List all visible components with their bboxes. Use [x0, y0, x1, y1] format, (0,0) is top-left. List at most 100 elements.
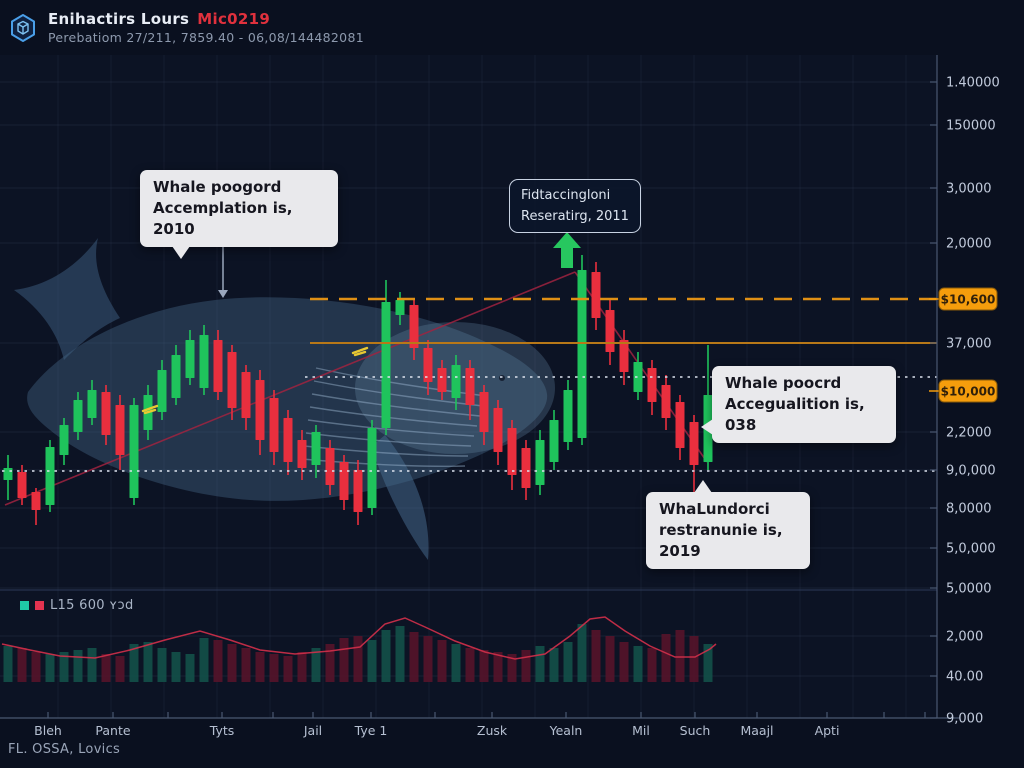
y-axis-label: 5,0000	[946, 582, 992, 597]
chart-title-badge: Mic0219	[197, 10, 271, 28]
highlight-mark	[141, 404, 159, 415]
annotation-line: Fidtaccingloni	[521, 188, 611, 203]
x-axis-label: Jail	[303, 723, 322, 738]
candle-down	[255, 380, 265, 440]
candle-down	[353, 470, 363, 512]
volume-bar	[115, 656, 125, 682]
volume-bar	[591, 630, 601, 682]
volume-bar	[297, 652, 307, 682]
candle-up	[171, 355, 181, 398]
x-axis-label: Pante	[95, 723, 130, 738]
callout-tail	[694, 480, 712, 493]
chart-title: Enihactirs Lours Mic0219	[48, 10, 364, 28]
x-axis-label: Maajl	[740, 723, 773, 738]
volume-bar	[423, 636, 433, 682]
volume-legend: L15 600 ʏɔd	[20, 598, 134, 613]
candle-down	[227, 352, 237, 408]
y-axis-label: 1.40000	[946, 76, 1000, 91]
attribution-text: FL. OSSA, Lovics	[8, 742, 121, 757]
app-logo-icon	[11, 13, 35, 42]
annotation-line: Whale poogord	[153, 178, 282, 196]
candle-down	[115, 405, 125, 455]
y-axis-label: 3,0000	[946, 182, 992, 197]
volume-down-swatch	[35, 601, 44, 610]
volume-series	[3, 624, 713, 682]
volume-bar	[185, 654, 195, 682]
candle-down	[619, 340, 629, 372]
candle-down	[101, 392, 111, 435]
candle-up	[129, 405, 139, 498]
trend-line	[4, 271, 576, 506]
candle-up	[73, 400, 83, 432]
y-axis-label: 9,0,000	[946, 464, 996, 479]
y-axis-label: 2,2000	[946, 426, 992, 441]
annotation-line: Accegualition is, 038	[725, 395, 865, 434]
y-axis-label: 8,0000	[946, 502, 992, 517]
x-axis-label: Mil	[632, 723, 650, 738]
annotation-whale-accumulation-1: Whale poogord Accemplation is, 2010	[140, 170, 338, 259]
volume-bar	[143, 642, 153, 682]
y-axis-label: 40.00	[946, 670, 983, 685]
volume-bar	[703, 644, 713, 682]
volume-bar	[73, 650, 83, 682]
volume-bar	[381, 630, 391, 682]
x-axis-label: Zusk	[477, 723, 508, 738]
price-tag-label: $10,600	[941, 293, 996, 307]
volume-bar	[549, 648, 559, 682]
volume-bar	[311, 648, 321, 682]
volume-bar	[269, 654, 279, 682]
volume-bar	[451, 644, 461, 682]
volume-bar	[395, 626, 405, 682]
x-axis-label: Tyts	[209, 723, 235, 738]
volume-bar	[353, 636, 363, 682]
volume-bar	[325, 644, 335, 682]
callout-tail	[701, 419, 713, 435]
candle-up	[563, 390, 573, 442]
arrow-up-icon	[553, 232, 581, 268]
x-axis-label: Apti	[815, 723, 840, 738]
y-axis-label: 2,000	[946, 630, 983, 645]
candle-down	[17, 472, 27, 498]
candle-down	[269, 398, 279, 452]
volume-bar	[157, 648, 167, 682]
candlestick-series	[3, 255, 713, 525]
candle-up	[311, 432, 321, 465]
volume-bar	[255, 652, 265, 682]
volume-bar	[283, 656, 293, 682]
candle-down	[675, 402, 685, 448]
volume-bar	[409, 632, 419, 682]
candle-down	[213, 340, 223, 392]
candle-up	[633, 362, 643, 392]
candle-up	[535, 440, 545, 485]
volume-bar	[479, 650, 489, 682]
candle-down	[591, 272, 601, 318]
candle-up	[381, 302, 391, 428]
candle-down	[479, 392, 489, 432]
volume-bar	[3, 646, 13, 682]
candle-down	[339, 462, 349, 500]
y-axis-label: 9,000	[946, 712, 983, 727]
x-axis-label: Yealn	[549, 723, 583, 738]
volume-bar	[661, 634, 671, 682]
x-axis-label: Tye 1	[354, 723, 388, 738]
volume-bar	[101, 654, 111, 682]
volume-bar	[213, 640, 223, 682]
candle-down	[437, 368, 447, 392]
volume-ma-line	[1, 616, 717, 660]
annotation-line: Accemplation is, 2010	[153, 199, 293, 238]
candle-up	[451, 365, 461, 398]
volume-bar	[689, 636, 699, 682]
annotation-line: Reseratirg, 2011	[521, 209, 629, 224]
candle-down	[465, 368, 475, 405]
volume-bar	[437, 640, 447, 682]
x-axis-label: Such	[680, 723, 711, 738]
y-axis-label: 5,0,000	[946, 542, 996, 557]
annotation-whale-distribution: WhaLundorci restranunie is, 2019	[646, 480, 810, 569]
candle-down	[325, 448, 335, 485]
price-tag-label: $10,000	[941, 385, 996, 399]
candle-down	[241, 372, 251, 418]
volume-bar	[605, 636, 615, 682]
volume-bar	[367, 640, 377, 682]
candle-up	[549, 420, 559, 462]
